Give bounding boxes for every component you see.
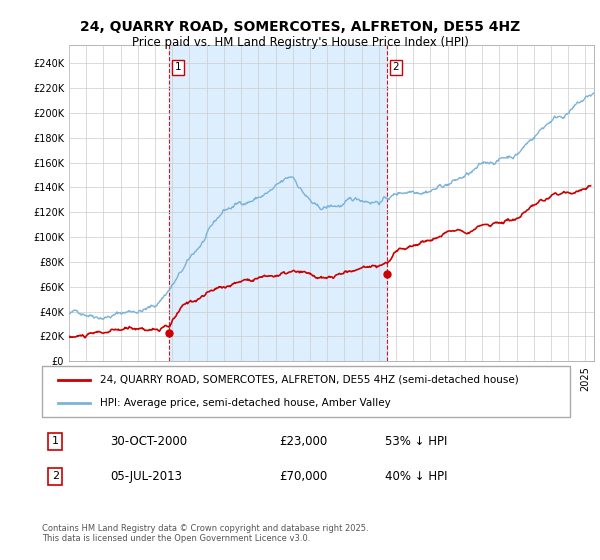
Text: 24, QUARRY ROAD, SOMERCOTES, ALFRETON, DE55 4HZ (semi-detached house): 24, QUARRY ROAD, SOMERCOTES, ALFRETON, D… bbox=[100, 375, 519, 385]
Text: 1: 1 bbox=[52, 436, 59, 446]
Text: 40% ↓ HPI: 40% ↓ HPI bbox=[385, 470, 448, 483]
Text: 2: 2 bbox=[392, 62, 399, 72]
Text: HPI: Average price, semi-detached house, Amber Valley: HPI: Average price, semi-detached house,… bbox=[100, 398, 391, 408]
Text: 05-JUL-2013: 05-JUL-2013 bbox=[110, 470, 182, 483]
Text: £23,000: £23,000 bbox=[280, 435, 328, 448]
Text: £70,000: £70,000 bbox=[280, 470, 328, 483]
Text: 2: 2 bbox=[52, 472, 59, 482]
Text: 53% ↓ HPI: 53% ↓ HPI bbox=[385, 435, 448, 448]
Text: Price paid vs. HM Land Registry's House Price Index (HPI): Price paid vs. HM Land Registry's House … bbox=[131, 36, 469, 49]
Bar bbox=[169, 45, 388, 361]
Text: Contains HM Land Registry data © Crown copyright and database right 2025.
This d: Contains HM Land Registry data © Crown c… bbox=[42, 524, 368, 543]
Text: 30-OCT-2000: 30-OCT-2000 bbox=[110, 435, 188, 448]
FancyBboxPatch shape bbox=[42, 366, 570, 417]
Text: 24, QUARRY ROAD, SOMERCOTES, ALFRETON, DE55 4HZ: 24, QUARRY ROAD, SOMERCOTES, ALFRETON, D… bbox=[80, 20, 520, 34]
Text: 1: 1 bbox=[175, 62, 181, 72]
